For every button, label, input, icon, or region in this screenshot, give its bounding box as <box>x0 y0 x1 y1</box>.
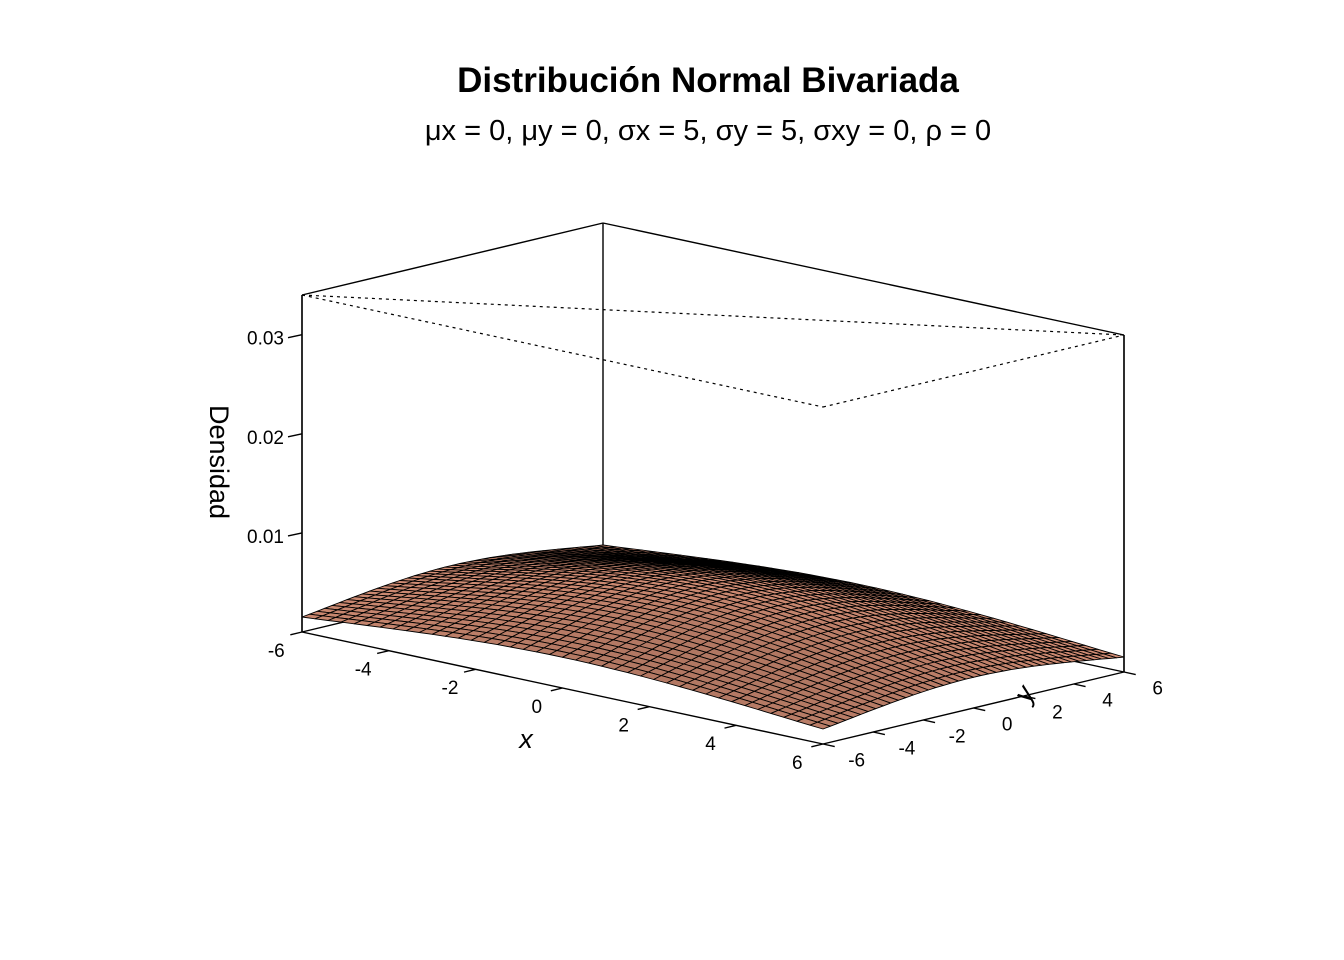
box-edge-hidden <box>822 334 1125 408</box>
box-edge <box>301 222 604 296</box>
y-tick-mark <box>1123 671 1136 676</box>
box-edge-hidden <box>301 294 1125 336</box>
x-tick-label: -4 <box>355 660 372 681</box>
x-tick-mark <box>811 743 824 748</box>
x-tick-mark <box>724 724 737 729</box>
y-tick-mark <box>873 731 886 736</box>
box-edge-hidden <box>301 294 824 408</box>
x-tick-mark <box>290 631 303 636</box>
y-tick-mark <box>1023 695 1036 700</box>
subtitle-mu-x: μx = 0 <box>425 115 505 147</box>
y-tick-mark <box>923 719 936 724</box>
x-tick-label: -6 <box>268 641 285 662</box>
y-tick-label: -6 <box>848 751 865 772</box>
y-tick-label: 4 <box>1102 691 1113 712</box>
subtitle-sigma-y: σy = 5 <box>716 115 798 147</box>
axes: -6 -4 -2 0 2 4 6 -6 -4 -2 0 2 4 6 0.01 0.02 0.03 <box>247 329 1163 774</box>
x-tick-mark <box>463 668 476 673</box>
y-tick-label: 6 <box>1152 679 1163 700</box>
y-tick-label: 0 <box>1002 715 1013 736</box>
z-tick-mark <box>287 532 303 537</box>
y-axis-label: y <box>1007 679 1041 708</box>
x-tick-mark <box>376 649 389 655</box>
z-axis-label: Densidad <box>204 405 234 519</box>
chart-subtitle: μx = 0, μy = 0, σx = 5, σy = 5, σxy = 0,… <box>425 115 991 147</box>
subtitle-mu-y: μy = 0 <box>521 115 601 147</box>
x-tick-mark <box>550 687 563 692</box>
density-surface <box>301 544 1125 730</box>
y-tick-label: 2 <box>1052 703 1063 724</box>
y-tick-label: -2 <box>949 727 966 748</box>
subtitle-sigma-xy: σxy = 0 <box>813 115 909 147</box>
y-tick-label: -4 <box>898 739 915 760</box>
chart-title: Distribución Normal Bivariada <box>457 61 959 100</box>
x-axis-label: x <box>517 724 534 754</box>
y-tick-mark <box>1073 683 1086 688</box>
box-edge <box>602 222 1125 336</box>
z-tick-label: 0.03 <box>247 329 284 350</box>
x-tick-label: -2 <box>442 678 459 699</box>
y-tick-mark <box>973 707 986 712</box>
z-tick-label: 0.02 <box>247 428 284 449</box>
x-tick-label: 0 <box>532 697 543 718</box>
subtitle-rho: ρ = 0 <box>925 115 991 147</box>
z-tick-label: 0.01 <box>247 527 284 548</box>
surface-facet <box>809 721 831 730</box>
z-tick-mark <box>287 433 303 438</box>
x-tick-mark <box>637 705 650 711</box>
x-tick-label: 6 <box>792 753 803 774</box>
x-tick-label: 4 <box>705 734 716 755</box>
y-tick-mark <box>822 743 835 748</box>
subtitle-sigma-x: σx = 5 <box>618 115 700 147</box>
z-tick-mark <box>287 333 303 339</box>
x-tick-label: 2 <box>618 716 629 737</box>
